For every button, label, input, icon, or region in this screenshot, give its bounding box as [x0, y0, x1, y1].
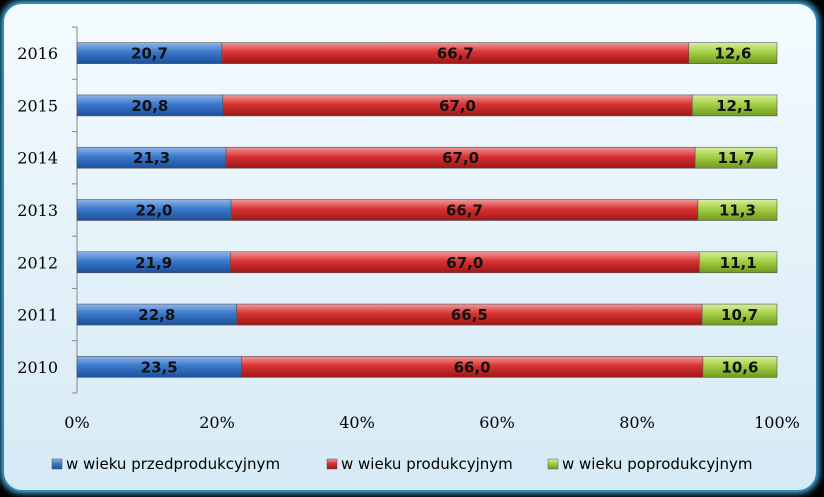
- data-label: 21,9: [135, 254, 172, 272]
- data-label: 67,0: [446, 254, 483, 272]
- legend: w wieku przedprodukcyjnym w wieku produkc…: [51, 455, 752, 473]
- data-label: 66,7: [446, 202, 483, 220]
- data-label: 66,0: [454, 358, 491, 376]
- bar-segment: [694, 146, 778, 169]
- data-label: 67,0: [442, 149, 479, 167]
- legend-label: w wieku produkcyjnym: [341, 455, 513, 473]
- legend-label: w wieku poprodukcyjnym: [562, 455, 752, 473]
- chart-frame: [2, 2, 818, 492]
- data-labels: 23,5 66,0 10,6 22,8 66,5 10,7 21,9 67,0 11,1 22,0…: [131, 45, 759, 377]
- x-tick-label: 100%: [754, 413, 800, 432]
- x-tick-label: 20%: [199, 413, 235, 432]
- data-label: 10,6: [721, 358, 758, 376]
- y-tick-label: 2010: [17, 358, 58, 377]
- y-tick-label: 2015: [17, 96, 58, 115]
- data-label: 12,1: [716, 97, 753, 115]
- data-label: 66,7: [437, 45, 474, 63]
- data-label: 66,5: [451, 306, 488, 324]
- bar-segment: [701, 303, 778, 326]
- y-tick-label: 2014: [17, 149, 58, 168]
- data-label: 11,3: [719, 202, 756, 220]
- x-tick-label: 80%: [619, 413, 655, 432]
- x-tick-label: 40%: [339, 413, 375, 432]
- bar-segment: [702, 356, 778, 378]
- legend-swatch: [326, 458, 338, 470]
- data-label: 21,3: [133, 149, 170, 167]
- data-label: 20,8: [131, 97, 168, 115]
- data-label: 11,7: [718, 149, 755, 167]
- x-tick-label: 60%: [479, 413, 515, 432]
- data-label: 10,7: [721, 306, 758, 324]
- data-label: 11,1: [720, 254, 757, 272]
- y-tick-label: 2013: [17, 201, 58, 220]
- data-label: 20,7: [131, 45, 168, 63]
- data-label: 22,8: [138, 306, 175, 324]
- data-label: 22,0: [135, 202, 172, 220]
- bar-segment: [688, 42, 778, 64]
- bar-segment: [698, 251, 778, 274]
- bars: [76, 42, 778, 378]
- bar-segment: [697, 199, 778, 221]
- axes: 0% 20% 40% 60% 80% 100% 2010 2011 2012 2013 2014 20…: [17, 26, 800, 432]
- legend-label: w wieku przedprodukcyjnym: [66, 455, 280, 473]
- y-tick-label: 2012: [17, 253, 58, 272]
- bar-segment: [691, 94, 778, 117]
- legend-swatch: [51, 458, 63, 470]
- legend-swatch: [547, 458, 559, 470]
- y-tick-label: 2011: [17, 306, 58, 325]
- x-tick-label: 0%: [64, 413, 89, 432]
- data-label: 23,5: [141, 358, 178, 376]
- data-label: 67,0: [439, 97, 476, 115]
- data-label: 12,6: [714, 45, 751, 63]
- y-tick-label: 2016: [17, 44, 58, 63]
